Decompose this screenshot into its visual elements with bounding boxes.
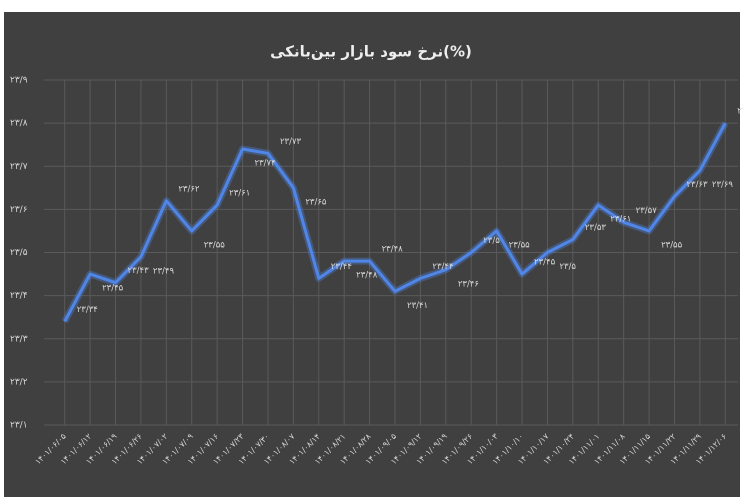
data-label: ۲۳/۴۴ [432,262,453,272]
data-label: ۲۳/۶۱ [610,215,631,225]
data-label: ۲۳/۴۵ [534,258,556,268]
data-label: ۲۳/۸ [737,107,743,117]
data-label: ۲۳/۵۵ [509,240,531,250]
y-tick-label: ۲۳/۵ [10,248,28,258]
data-label: ۲۳/۴۱ [407,301,428,311]
data-label: ۲۳/۶۵ [305,197,327,207]
data-label: ۲۳/۴۸ [382,245,404,255]
y-tick-label: ۲۳/۳ [10,334,28,344]
data-label: ۲۳/۵۷ [636,206,658,216]
y-tick-label: ۲۳/۱ [10,421,28,431]
data-label: ۲۳/۵۳ [585,223,607,233]
y-tick-label: ۲۳/۶ [10,205,28,215]
data-label: ۲۳/۵۵ [204,240,226,250]
chart-title: نرخ سود بازار بین‌بانکی(%) [270,43,472,61]
data-label: ۲۳/۴۸ [356,271,378,281]
data-label: ۲۳/۶۳ [686,180,708,190]
data-label: ۲۳/۶۲ [178,184,200,194]
chart-bg [4,12,740,497]
y-tick-label: ۲۳/۲ [10,377,28,387]
data-label: ۲۳/۴۵ [102,284,124,294]
data-label: ۲۳/۶۹ [712,180,734,190]
data-label: ۲۳/۴۴ [331,262,352,272]
y-tick-label: ۲۳/۸ [10,119,28,129]
data-label: ۲۳/۷۳ [280,137,302,147]
data-label: ۲۳/۵ [483,236,500,246]
data-label: ۲۳/۷۴ [255,159,276,169]
line [63,122,727,323]
data-label: ۲۳/۵۵ [661,240,683,250]
data-label: ۲۳/۴۶ [458,279,479,289]
data-label: ۲۳/۶۱ [229,189,250,199]
y-tick-label: ۲۳/۷ [10,162,28,172]
data-label: ۲۳/۵ [559,262,576,272]
data-label: ۲۳/۳۴ [77,305,98,315]
data-label: ۲۳/۴۳ [128,266,150,276]
data-label: ۲۳/۴۹ [153,266,175,276]
y-tick-label: ۲۳/۴ [10,291,28,301]
y-tick-label: ۲۳/۹ [10,76,28,86]
